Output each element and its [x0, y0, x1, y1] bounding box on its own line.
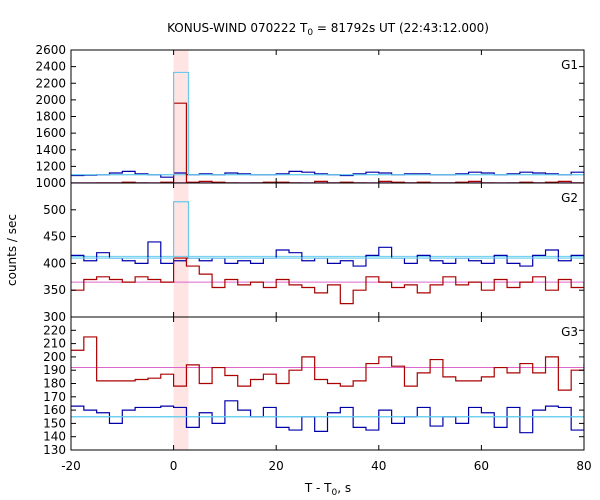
count-rate-series [71, 71, 584, 176]
y-tick-label: 2400 [35, 60, 66, 74]
y-tick-label: 220 [43, 323, 66, 337]
y-tick-label: 2200 [35, 76, 66, 90]
y-tick-label: 130 [43, 443, 66, 457]
count-rate-series [71, 336, 584, 391]
x-tick-label: 60 [474, 459, 489, 473]
y-tick-label: 450 [43, 230, 66, 244]
panel-G1: 1000 1200 1400 1600 1800 2000 2200 2400 2600 G1 [35, 43, 585, 190]
count-rate-series [71, 241, 584, 267]
y-tick-label: 170 [43, 390, 66, 404]
y-tick-label: 500 [43, 203, 66, 217]
y-tick-label: 1800 [35, 110, 66, 124]
y-tick-label: 150 [43, 416, 66, 430]
panel-frame [70, 49, 585, 184]
y-tick-label: 160 [43, 403, 66, 417]
y-tick-label: 190 [43, 363, 66, 377]
chart-title-rest: = 81792s UT (22:43:12.000) [313, 21, 489, 35]
count-rate-series [96, 102, 584, 183]
trigger-highlight-band [173, 50, 189, 183]
panel-G2: 300 350 400 450 500 G2 [43, 182, 585, 324]
y-tick-label: 2000 [35, 93, 66, 107]
panel-label: G3 [561, 325, 578, 339]
y-tick-label: 400 [43, 256, 66, 270]
x-tick-label: 40 [371, 459, 386, 473]
y-tick-label: 210 [43, 337, 66, 351]
y-tick-label: 1000 [35, 176, 66, 190]
x-axis-label-rest: , s [337, 481, 351, 495]
y-tick-label: 1600 [35, 126, 66, 140]
panel-label: G1 [561, 58, 578, 72]
chart-title-subscript: 0 [307, 28, 313, 38]
y-tick-label: 350 [43, 283, 66, 297]
x-tick-label: 20 [269, 459, 284, 473]
y-tick-label: 180 [43, 377, 66, 391]
y-tick-label: 200 [43, 350, 66, 364]
count-rate-series [71, 201, 584, 259]
x-tick-label: 0 [170, 459, 178, 473]
x-tick-label: 80 [576, 459, 591, 473]
y-tick-label: 300 [43, 310, 66, 324]
trigger-highlight-band [173, 183, 189, 317]
x-axis-label-subscript: 0 [332, 488, 338, 498]
x-tick-label: -20 [61, 459, 81, 473]
y-tick-label: 1200 [35, 159, 66, 173]
x-axis-label: T - T0, s [304, 481, 351, 498]
count-rate-series [71, 400, 584, 434]
chart-title-main: KONUS-WIND 070222 T [167, 21, 308, 35]
chart-title: KONUS-WIND 070222 T0 = 81792s UT (22:43:… [167, 21, 489, 38]
x-axis-label-main: T - T [304, 481, 332, 495]
y-tick-label: 1400 [35, 143, 66, 157]
panel-label: G2 [561, 191, 578, 205]
y-tick-label: 2600 [35, 43, 66, 57]
count-rate-series [71, 257, 584, 305]
y-tick-label: 140 [43, 430, 66, 444]
y-axis-label: counts / sec [5, 214, 19, 286]
